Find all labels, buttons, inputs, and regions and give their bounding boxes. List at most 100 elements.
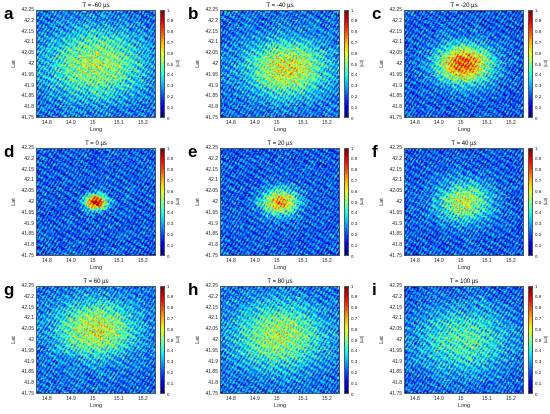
y-tick-label: 41.9 xyxy=(208,82,218,89)
y-tick-label: 41.9 xyxy=(392,220,402,227)
colorbar-tick-label: 0.5 xyxy=(167,61,174,67)
y-tick-label: 42.1 xyxy=(24,39,34,46)
y-tick-label: 41.8 xyxy=(392,242,402,249)
panel-title: T = 40 µs xyxy=(451,141,477,147)
colorbar-tick-label: 0.1 xyxy=(351,380,358,386)
panel-title: T = 60 µs xyxy=(83,279,109,285)
heatmap-image xyxy=(405,287,523,393)
heatmap-image xyxy=(37,149,155,255)
y-axis-label: Lat xyxy=(194,60,201,68)
colorbar-tick-label: 0.6 xyxy=(535,188,542,194)
x-tick-label: 15.1 xyxy=(298,396,308,402)
y-tick-label: 42.25 xyxy=(205,7,218,13)
colorbar-tick-label: 0.2 xyxy=(351,93,358,99)
colorbar-tick-label: 0.2 xyxy=(167,369,174,375)
colorbar-label: |ωt| xyxy=(359,335,365,344)
y-tick-label: 41.95 xyxy=(389,71,402,78)
colorbar-tick-label: 0.6 xyxy=(167,326,174,332)
colorbar-tick-label: 0.6 xyxy=(167,188,174,194)
x-tick-label: 15.2 xyxy=(322,396,332,402)
x-tick-label: 14.9 xyxy=(434,258,444,264)
heatmap-plot xyxy=(404,148,524,256)
x-tick-label: 15.2 xyxy=(322,120,332,126)
y-tick-label: 42.1 xyxy=(392,177,402,184)
y-tick-label: 42.05 xyxy=(389,50,402,57)
y-tick-label: 42.15 xyxy=(389,304,402,311)
x-tick-label: 15.2 xyxy=(506,258,516,264)
colorbar-label: |ωt| xyxy=(175,59,181,68)
colorbar-tick-label: 1 xyxy=(351,283,354,289)
colorbar xyxy=(344,286,349,394)
y-tick-label: 41.85 xyxy=(21,93,34,100)
colorbar-tick-label: 0.6 xyxy=(535,326,542,332)
colorbar-tick-label: 0.9 xyxy=(535,18,542,24)
colorbar-tick-label: 0.3 xyxy=(535,221,542,227)
colorbar-tick-label: 0.7 xyxy=(167,177,174,183)
y-tick-label: 41.95 xyxy=(205,209,218,216)
y-tick-label: 41.9 xyxy=(208,220,218,227)
panel-a: a T = -60 µs 42.25 42.2 42.15 42.1 42.05 42 41.9… xyxy=(2,2,181,138)
colorbar-tick-label: 0.5 xyxy=(167,199,174,205)
x-tick-label: 14.9 xyxy=(434,396,444,402)
heatmap-plot xyxy=(404,286,524,394)
colorbar-tick-label: 0.8 xyxy=(351,29,358,35)
colorbar-tick-label: 0.4 xyxy=(535,210,542,216)
y-tick-label: 42.15 xyxy=(21,304,34,311)
y-tick-label: 41.95 xyxy=(21,347,34,354)
y-tick-label: 42.2 xyxy=(24,17,34,24)
colorbar-tick-label: 0.7 xyxy=(535,315,542,321)
colorbar-tick-label: 0.9 xyxy=(351,18,358,24)
panel-title: T = 0 µs xyxy=(85,141,107,147)
y-tick-label: 41.9 xyxy=(208,358,218,365)
colorbar-tick-label: 0.3 xyxy=(535,83,542,89)
colorbar-tick-label: 0.2 xyxy=(351,369,358,375)
colorbar-tick-label: 0.1 xyxy=(535,242,542,248)
panel-letter: d xyxy=(4,142,15,161)
x-tick-label: 14.8 xyxy=(410,120,420,126)
heatmap-image xyxy=(405,11,523,117)
y-tick-label: 41.85 xyxy=(205,231,218,238)
y-tick-label: 41.75 xyxy=(205,253,218,259)
x-tick-label: 14.8 xyxy=(42,120,52,126)
panel-letter: g xyxy=(4,280,15,299)
y-tick-label: 41.8 xyxy=(24,380,34,387)
y-tick-label: 41.85 xyxy=(389,231,402,238)
y-tick-label: 41.85 xyxy=(205,369,218,376)
y-tick-label: 41.8 xyxy=(208,242,218,249)
heatmap-plot xyxy=(220,286,340,394)
panel-d: d T = 0 µs 42.25 42.2 42.15 42.1 42.05 42 41.95 4… xyxy=(2,140,180,276)
colorbar-tick-label: 1 xyxy=(535,7,538,13)
colorbar xyxy=(528,286,533,394)
panel-title: T = 80 µs xyxy=(267,279,293,285)
colorbar-tick-label: 0.8 xyxy=(535,305,542,311)
y-tick-label: 41.75 xyxy=(389,391,402,397)
x-tick-label: 15.1 xyxy=(482,120,492,126)
x-tick-label: 15.1 xyxy=(114,396,124,402)
colorbar xyxy=(528,148,533,256)
colorbar-tick-label: 0.5 xyxy=(535,337,542,343)
colorbar-tick-label: 0.3 xyxy=(167,359,174,365)
y-tick-label: 41.8 xyxy=(208,380,218,387)
colorbar-tick-label: 0.5 xyxy=(351,199,358,205)
colorbar-tick-label: 0.3 xyxy=(167,221,174,227)
y-tick-label: 42.2 xyxy=(392,293,402,300)
x-axis-label: Long xyxy=(458,403,471,409)
heatmap-plot xyxy=(36,10,156,118)
colorbar-tick-label: 0.2 xyxy=(167,231,174,237)
colorbar-tick-label: 0.7 xyxy=(167,39,174,45)
colorbar-tick-label: 0.9 xyxy=(535,294,542,300)
y-tick-label: 42.1 xyxy=(392,315,402,322)
x-tick-label: 15.2 xyxy=(138,258,148,264)
y-tick-label: 42.25 xyxy=(389,283,402,289)
colorbar-tick-label: 0.9 xyxy=(351,294,358,300)
heatmap-image xyxy=(405,149,523,255)
colorbar-tick-label: 1 xyxy=(167,7,170,13)
y-tick-label: 42.2 xyxy=(392,155,402,162)
y-tick-label: 42 xyxy=(396,199,402,205)
x-axis-label: Long xyxy=(458,265,471,271)
panel-i: i T = 100 µs 42.25 42.2 42.15 42.1 42.05 42 41.9… xyxy=(370,278,548,414)
colorbar-tick-label: 0.7 xyxy=(167,315,174,321)
colorbar-tick-label: 0.3 xyxy=(535,359,542,365)
panel-f: f T = 40 µs 42.25 42.2 42.15 42.1 42.05 42 41.95… xyxy=(370,140,548,276)
y-tick-label: 42.25 xyxy=(21,145,34,151)
